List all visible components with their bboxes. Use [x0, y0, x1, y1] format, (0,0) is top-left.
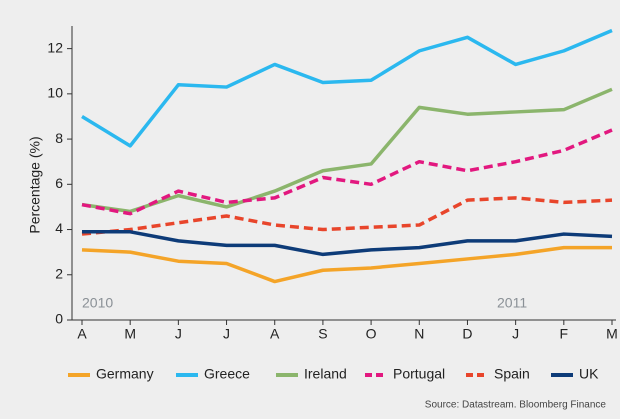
y-tick-label: 4 [55, 220, 63, 236]
x-tick-label: A [77, 326, 87, 342]
series-line [81, 87, 613, 214]
legend-label: Spain [494, 366, 530, 382]
legend-label: Ireland [304, 366, 347, 382]
source: Source: Datastream. Bloomberg Finance [425, 400, 607, 411]
x-tick-label: D [462, 326, 472, 342]
series-line [81, 196, 613, 236]
y-tick-label: 6 [55, 175, 63, 191]
x-tick-label: J [175, 326, 182, 342]
series-line [81, 28, 613, 148]
y-tick-label: 2 [55, 265, 63, 281]
y-tick-label: 10 [47, 85, 63, 101]
annotation: 2011 [497, 295, 527, 311]
y-tick-label: 0 [55, 311, 63, 327]
legend-label: Portugal [393, 366, 445, 382]
x-tick-label: M [606, 326, 618, 342]
x-tick-label: M [124, 326, 136, 342]
x-tick-label: J [512, 326, 519, 342]
series-line [81, 245, 612, 284]
legend-label: Greece [204, 366, 250, 382]
y-tick-label: 12 [47, 39, 63, 55]
x-tick-label: A [270, 326, 280, 342]
y-axis-label: Percentage (%) [27, 136, 43, 233]
annotation: 2010 [82, 295, 113, 311]
y-tick-label: 8 [55, 130, 63, 146]
x-tick-label: S [318, 326, 327, 342]
legend-label: UK [579, 366, 599, 382]
legend-label: Germany [96, 366, 154, 382]
x-tick-label: J [223, 326, 230, 342]
x-tick-label: N [414, 326, 424, 342]
series-line [82, 230, 613, 257]
x-tick-label: O [366, 326, 377, 342]
x-tick-label: F [560, 326, 569, 342]
